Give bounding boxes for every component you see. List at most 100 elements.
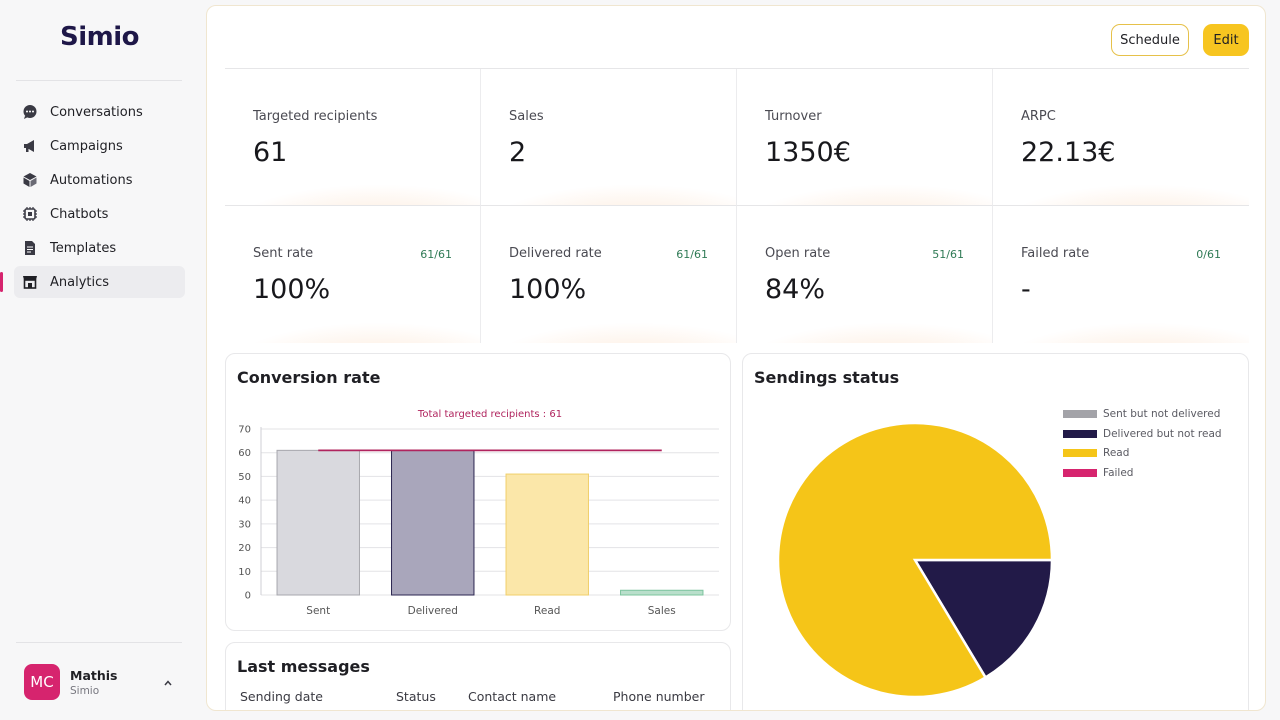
y-tick-label: 30 xyxy=(238,519,251,530)
legend-label: Delivered but not read xyxy=(1103,427,1222,440)
legend-swatch xyxy=(1063,468,1097,477)
y-tick-label: 10 xyxy=(238,567,251,578)
sidebar-divider xyxy=(16,80,182,81)
stat-value: 2 xyxy=(509,137,527,168)
chip-icon xyxy=(22,206,38,222)
sidebar-item-label: Automations xyxy=(50,172,133,188)
stat-ratio: 51/61 xyxy=(932,248,964,261)
legend-item[interactable]: Sent but not delivered xyxy=(1063,408,1220,420)
stat-card-sales: Sales 2 xyxy=(481,69,737,206)
sidebar-item-automations[interactable]: Automations xyxy=(14,164,185,196)
user-organization: Simio xyxy=(70,684,100,697)
last-messages-card: Last messages Sending date Status Contac… xyxy=(225,642,731,710)
conversion-rate-card: Conversion rate Total targeted recipient… xyxy=(225,353,731,631)
card-title: Last messages xyxy=(237,657,370,676)
stat-label: Open rate xyxy=(765,246,831,261)
stat-label: Turnover xyxy=(765,109,822,124)
legend-item[interactable]: Failed xyxy=(1063,467,1133,479)
stat-value: 100% xyxy=(253,274,331,305)
stat-card-turnover: Turnover 1350€ xyxy=(737,69,993,206)
user-info: Mathis Simio xyxy=(70,668,117,697)
column-header-status[interactable]: Status xyxy=(396,689,436,704)
brand-name: Simio xyxy=(60,22,140,52)
card-title: Conversion rate xyxy=(237,368,381,387)
stat-ratio: 61/61 xyxy=(420,248,452,261)
legend-swatch xyxy=(1063,410,1097,418)
schedule-button[interactable]: Schedule xyxy=(1111,24,1189,56)
user-name: Mathis xyxy=(70,667,118,683)
stat-label: Sent rate xyxy=(253,246,314,261)
megaphone-icon xyxy=(22,138,38,154)
cube-icon xyxy=(22,172,38,188)
bar-sent xyxy=(276,449,360,596)
y-tick-label: 40 xyxy=(238,496,251,507)
stat-card-arpc: ARPC 22.13€ xyxy=(993,69,1249,206)
x-tick-label: Read xyxy=(534,605,560,617)
x-tick-label: Delivered xyxy=(408,605,458,617)
stat-card-delivered-rate: Delivered rate 61/61 100% xyxy=(481,206,737,343)
card-title: Sendings status xyxy=(754,368,900,387)
y-tick-label: 0 xyxy=(245,591,251,602)
legend-label: Read xyxy=(1103,447,1130,459)
y-tick-label: 50 xyxy=(238,472,251,483)
legend-item[interactable]: Delivered but not read xyxy=(1063,428,1222,440)
stat-value: 61 xyxy=(253,137,288,168)
column-header-phone-number[interactable]: Phone number xyxy=(613,689,705,704)
sidebar-item-label: Analytics xyxy=(50,274,110,290)
legend-item[interactable]: Read xyxy=(1063,447,1129,459)
stat-label: Sales xyxy=(509,109,544,124)
stat-label: Targeted recipients xyxy=(253,109,378,124)
column-header-sending-date[interactable]: Sending date xyxy=(240,689,323,704)
legend-label: Sent but not delivered xyxy=(1103,408,1221,420)
bar-read xyxy=(505,473,589,596)
stat-value: 22.13€ xyxy=(1021,137,1116,168)
sidebar-item-campaigns[interactable]: Campaigns xyxy=(14,130,185,162)
x-tick-label: Sent xyxy=(306,605,330,617)
x-tick-label: Sales xyxy=(648,605,676,617)
sidebar-item-templates[interactable]: Templates xyxy=(14,232,185,264)
chevron-up-icon xyxy=(162,674,174,686)
brand-logo[interactable]: Simio xyxy=(60,22,140,52)
sidebar: Simio Conversations Campaigns Automation… xyxy=(0,0,200,720)
stat-card-failed-rate: Failed rate 0/61 - xyxy=(993,206,1249,343)
legend-swatch xyxy=(1063,449,1097,457)
y-tick-label: 20 xyxy=(238,543,251,554)
store-icon xyxy=(22,274,38,290)
stat-ratio: 61/61 xyxy=(676,248,708,261)
sendings-status-card: Sendings status Sent but not delivered De… xyxy=(742,353,1249,710)
sidebar-item-label: Chatbots xyxy=(50,206,109,222)
legend-label: Failed xyxy=(1103,466,1134,479)
stat-ratio: 0/61 xyxy=(1196,248,1221,261)
bar-sales xyxy=(620,589,704,596)
sidebar-item-label: Conversations xyxy=(50,104,143,120)
stats-grid: Targeted recipients 61 Sales 2 Turnover … xyxy=(225,68,1249,343)
sidebar-item-label: Campaigns xyxy=(50,138,123,154)
chat-bubble-icon xyxy=(22,104,38,120)
stat-card-open-rate: Open rate 51/61 84% xyxy=(737,206,993,343)
sendings-pie-chart xyxy=(776,421,1054,699)
stat-value: 1350€ xyxy=(765,137,851,168)
sidebar-item-chatbots[interactable]: Chatbots xyxy=(14,198,185,230)
sidebar-divider xyxy=(16,642,182,643)
user-menu[interactable]: MC Mathis Simio xyxy=(24,664,184,700)
pie-slice-read xyxy=(776,421,1054,699)
column-header-contact-name[interactable]: Contact name xyxy=(468,689,557,704)
sidebar-item-conversations[interactable]: Conversations xyxy=(14,96,185,128)
document-icon xyxy=(22,240,38,256)
conversion-bar-chart: Total targeted recipients : 61 0 10 20 30 40 5… xyxy=(238,409,719,617)
stat-value: 84% xyxy=(765,274,826,305)
y-tick-label: 60 xyxy=(238,448,251,459)
legend-swatch xyxy=(1063,429,1097,438)
y-tick-label: 70 xyxy=(238,425,251,436)
chart-title: Total targeted recipients : 61 xyxy=(417,409,562,420)
stat-label: ARPC xyxy=(1021,109,1056,124)
pie-slice-delivered-but-not-read xyxy=(912,558,1054,680)
sidebar-nav: Conversations Campaigns Automations Chat… xyxy=(0,96,185,300)
sidebar-item-label: Templates xyxy=(50,240,117,256)
stat-value: - xyxy=(1021,274,1031,305)
stat-card-targeted-recipients: Targeted recipients 61 xyxy=(225,69,481,206)
sidebar-item-analytics[interactable]: Analytics xyxy=(0,266,185,298)
stat-card-sent-rate: Sent rate 61/61 100% xyxy=(225,206,481,343)
main-panel: Schedule Edit Targeted recipients 61 Sal… xyxy=(206,5,1266,711)
edit-button[interactable]: Edit xyxy=(1203,24,1249,56)
